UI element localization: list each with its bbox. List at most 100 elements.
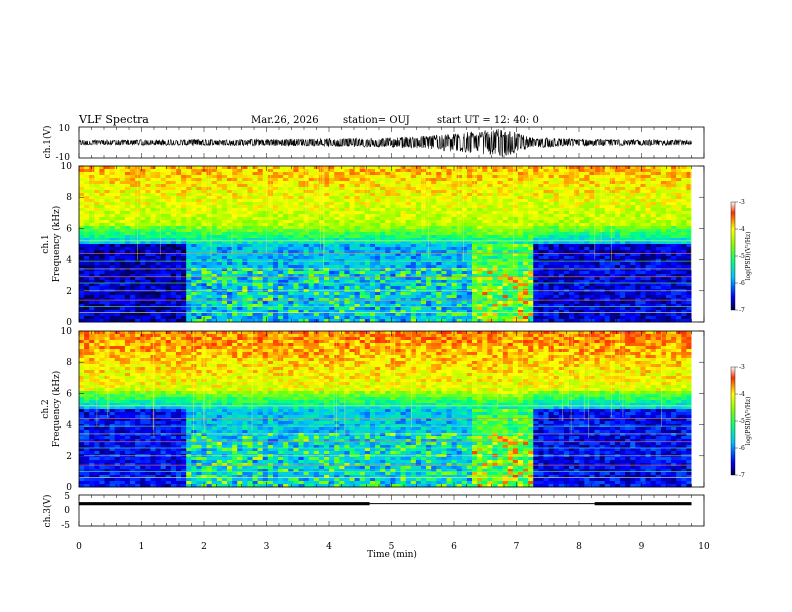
spectrogram-cell [160,313,167,317]
spectrogram-cell [420,238,427,242]
spectrogram-cell [548,256,555,260]
spectrogram-cell [99,265,105,269]
spectrogram-cell [313,295,320,299]
spectrogram-cell [507,232,514,236]
spectrogram-cell [99,220,105,224]
spectrogram-cell [186,259,192,263]
spectrogram-cell [431,265,437,269]
spectrogram-cell [410,202,417,206]
spectrogram-cell [206,256,213,260]
spectrogram-cell [99,172,105,176]
spectrogram-cell [548,169,555,173]
spectrogram-cell [278,244,284,248]
spectrogram-cell [461,274,468,278]
spectrogram-cell [221,274,228,278]
spectrogram-cell [186,199,192,203]
spectrogram-cell [232,223,238,227]
spectrogram-cell [150,211,156,215]
spectrogram-cell [415,259,422,263]
spectrogram-cell [247,268,253,272]
spectrogram-cell [124,319,131,323]
spectrogram-cell [160,175,167,179]
spectrogram-cell [512,307,519,311]
spectrogram-cell [318,268,325,272]
spectrogram-cell [170,217,177,221]
spectrogram-cell [84,274,90,278]
spectrogram-cell [369,304,376,308]
spectrogram-cell [364,286,371,290]
spectrogram-cell [79,169,85,173]
spectrogram-cell [119,310,126,314]
spectrogram-cell [104,295,111,299]
spectrogram-cell [262,262,269,266]
spectrogram-cell [477,181,483,185]
spectrogram-cell [114,205,121,209]
spectrogram-cell [130,277,136,281]
spectrogram-cell [472,316,478,320]
spectrogram-cell [104,304,111,308]
spectrogram-cell [191,181,197,185]
spectrogram-cell [324,172,330,176]
spectrogram-cell [456,310,463,314]
spectrogram-cell [186,229,192,233]
spectrogram-cell [329,196,335,200]
spectrogram-cell [446,202,452,206]
spectrogram-cell [375,247,381,251]
spectrogram-cell [451,256,458,260]
spectrogram-cell [497,274,504,278]
spectrogram-cell [145,169,151,173]
spectrogram-cell [405,187,412,191]
spectrogram-cell [380,268,386,272]
spectrogram-cell [150,235,156,239]
spectrogram-cell [441,208,447,212]
spectrogram-cell [293,190,299,194]
spectrogram-cell [272,184,279,188]
spectrogram-cell [339,193,345,197]
spectrogram-cell [395,220,401,224]
spectrogram-cell [461,241,468,245]
spectrogram-cell [482,217,488,221]
spectrogram-cell [369,199,376,203]
spectrogram-cell [288,196,294,200]
spectrogram-cell [329,310,335,314]
spectrogram-cell [426,286,432,290]
spectrogram-cell [410,208,417,212]
spectrogram-cell [140,178,146,182]
spectrogram-cell [206,265,213,269]
spectrogram-cell [140,316,146,320]
spectrogram-cell [257,286,264,290]
spectrogram-cell [221,304,228,308]
spectrogram-cell [553,277,560,281]
spectrogram-cell [334,229,340,233]
spectrogram-cell [104,208,111,212]
spectrogram-cell [441,316,447,320]
spectrogram-cell [528,208,534,212]
spectrogram-cell [497,208,504,212]
spectrogram-cell [446,304,452,308]
spectrogram-cell [528,310,534,314]
spectrogram-cell [165,274,172,278]
spectrogram-cell [492,181,498,185]
spectrogram-cell [410,178,417,182]
spectrogram-cell [124,172,131,176]
spectrogram-cell [201,295,207,299]
spectrogram-cell [369,298,376,302]
spectrogram-cell [99,214,105,218]
spectrogram-cell [410,193,417,197]
spectrogram-cell [135,280,141,284]
spectrogram-cell [482,280,488,284]
spectrogram-cell [262,193,269,197]
spectrogram-cell [426,169,432,173]
spectrogram-cell [114,283,121,287]
spectrogram-cell [170,208,177,212]
spectrogram-cell [436,247,442,251]
spectrogram-cell [461,304,468,308]
spectrogram-cell [79,268,85,272]
spectrogram-cell [237,232,243,236]
spectrogram-cell [227,205,233,209]
spectrogram-cell [237,268,243,272]
spectrogram-cell [89,253,95,257]
spectrogram-cell [395,316,401,320]
spectrogram-cell [523,265,529,269]
spectrogram-cell [227,178,233,182]
